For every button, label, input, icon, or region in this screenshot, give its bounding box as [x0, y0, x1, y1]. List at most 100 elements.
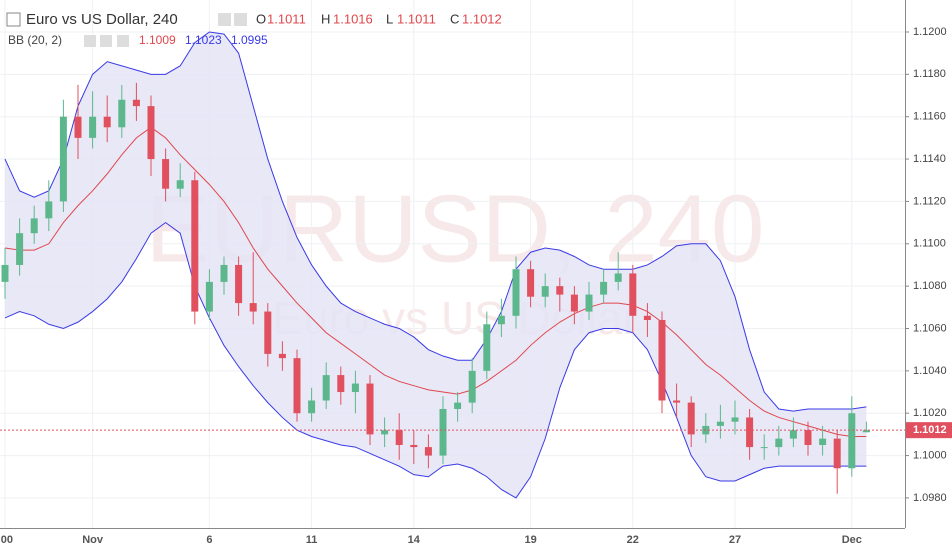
bb-lower: [4, 221, 867, 499]
candle-body: [556, 286, 564, 295]
x-tick-label: 11: [306, 534, 318, 546]
candle-body: [366, 383, 374, 435]
candle-body: [658, 320, 666, 401]
indicator-icon[interactable]: [84, 35, 96, 47]
candle-body: [59, 116, 67, 202]
y-tick-label: 1.1140: [913, 153, 946, 165]
candle-body: [337, 375, 345, 393]
candle-body: [746, 417, 754, 448]
candle-body: [643, 315, 651, 321]
candle-body: [468, 370, 476, 403]
x-tick-label: 6: [206, 534, 212, 546]
chart-title: Euro vs US Dollar, 240: [26, 11, 178, 28]
ohlc-label: L: [386, 11, 393, 26]
settings-icon[interactable]: [218, 13, 231, 26]
candle-body: [162, 159, 170, 189]
y-tick-label: 1.1180: [913, 68, 946, 80]
indicator-value: 1.1009: [139, 33, 176, 47]
candle-body: [264, 311, 272, 354]
indicator-value: 1.1023: [185, 33, 222, 47]
indicator-icon[interactable]: [117, 35, 129, 47]
candle-body: [191, 180, 199, 312]
y-tick-label: 1.1040: [913, 365, 947, 377]
candle-body: [760, 447, 768, 449]
x-tick-label: 22: [627, 534, 639, 546]
candle-body: [541, 286, 549, 297]
y-tick-label: 1.1020: [913, 407, 947, 419]
ohlc-value: 1.1011: [397, 11, 436, 26]
candle-body: [410, 444, 418, 448]
y-tick-label: 1.1060: [913, 322, 947, 334]
x-tick-label: 27: [729, 534, 741, 546]
candle-body: [454, 402, 462, 409]
candle-body: [731, 417, 739, 422]
indicator-icon[interactable]: [100, 35, 112, 47]
candle-body: [74, 116, 82, 138]
indicator-value: 1.0995: [231, 33, 268, 47]
candle-body: [351, 383, 359, 393]
plot: [0, 31, 905, 499]
y-tick-label: 1.1200: [913, 26, 947, 38]
candle-body: [862, 430, 870, 433]
y-tick-label: 1.0980: [913, 492, 947, 504]
indicator-name: BB (20, 2): [8, 33, 62, 47]
candle-body: [235, 264, 243, 304]
candle-body: [45, 201, 53, 219]
candle-body: [205, 281, 213, 312]
candle-body: [278, 353, 286, 359]
candle-body: [16, 233, 24, 265]
candle-body: [673, 400, 681, 403]
axes: 1.0980 1.1000 1.1020 1.1040 1.1060 1.1080 1.11…: [0, 26, 952, 546]
x-tick-label: Dec: [842, 534, 862, 546]
candle-body: [716, 421, 724, 426]
candle-body: [322, 375, 330, 401]
candle-body: [819, 438, 827, 445]
candle-body: [439, 408, 447, 456]
price-label-bg: [906, 422, 952, 439]
ohlc-label: C: [450, 11, 459, 26]
candle-body: [848, 413, 856, 469]
candle-body: [424, 447, 432, 456]
candle-body: [308, 400, 316, 414]
candle-body: [176, 180, 184, 189]
candle-body: [804, 430, 812, 445]
candle-body: [687, 402, 695, 435]
candle-body: [103, 116, 111, 128]
candle-body: [629, 273, 637, 316]
ohlc-label: O: [256, 11, 266, 26]
collapse-icon[interactable]: [6, 12, 21, 27]
candle-body: [527, 269, 535, 297]
candle-body: [381, 430, 389, 435]
price-label: 1.1012: [913, 424, 947, 436]
candle-body: [570, 294, 578, 312]
candle-body: [775, 438, 783, 448]
candle-body: [220, 264, 228, 282]
candle-body: [585, 294, 593, 312]
legend: Euro vs US Dollar, 240 O 1.1011 H 1.1016…: [6, 11, 502, 47]
x-tick-label: 14: [408, 534, 421, 546]
candle-body: [789, 430, 797, 439]
candle-body: [600, 281, 608, 295]
candle-body: [497, 315, 505, 325]
y-tick-label: 1.1160: [913, 111, 946, 123]
bollinger-band: [5, 31, 867, 498]
settings-icon[interactable]: [234, 13, 247, 26]
y-tick-label: 1.1120: [913, 195, 946, 207]
candle-body: [395, 430, 403, 445]
ohlc-label: H: [321, 11, 330, 26]
x-tick-label: :00: [0, 534, 13, 546]
candle-body: [512, 269, 520, 316]
candle-body: [132, 99, 140, 107]
ohlc-value: 1.1016: [333, 11, 373, 26]
candle-body: [483, 324, 491, 371]
candle-body: [614, 273, 622, 282]
candle-body: [30, 218, 38, 234]
candle-body: [147, 106, 155, 160]
x-tick-label: 19: [524, 534, 536, 546]
candle-body: [249, 303, 257, 312]
candle-body: [89, 116, 97, 138]
bb-upper: [4, 31, 867, 412]
ohlc-value: 1.1012: [462, 11, 502, 26]
y-tick-label: 1.1000: [913, 449, 947, 461]
